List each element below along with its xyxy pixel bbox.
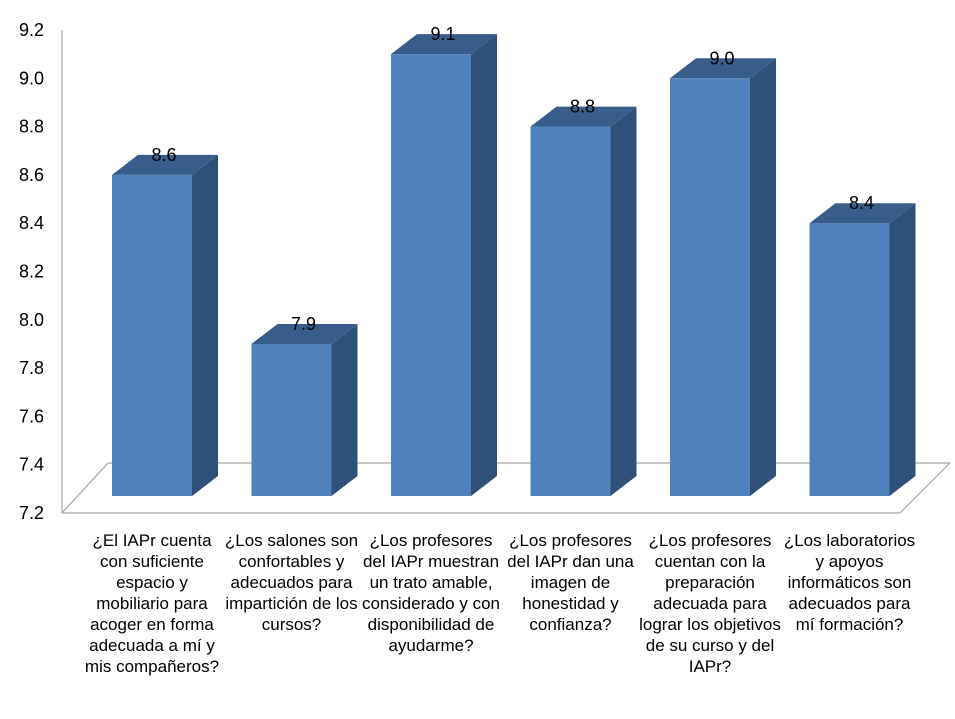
bar (112, 154, 218, 496)
x-tick-label: ¿Los profesores del IAPr dan una imagen … (507, 531, 634, 634)
bar-top (112, 154, 218, 175)
bar-side (331, 323, 358, 496)
bar-front (112, 174, 192, 496)
y-tick-label: 7.8 (19, 358, 44, 378)
bar (809, 203, 916, 496)
data-label: 8.6 (151, 145, 176, 165)
bar-side (610, 106, 637, 496)
y-tick-label: 8.0 (19, 310, 44, 330)
x-tick-label: ¿El IAPr cuenta con suficiente espacio y… (84, 531, 220, 676)
y-tick-label: 8.4 (19, 213, 44, 233)
data-label: 7.9 (291, 314, 316, 334)
x-tick-label: ¿Los laboratorios y apoyos informáticos … (783, 531, 916, 634)
bar-top (809, 203, 916, 224)
bar-front (809, 223, 890, 496)
bar-top (391, 34, 497, 55)
y-tick-label: 7.6 (19, 406, 44, 426)
bar-front (391, 54, 471, 497)
y-tick-label: 8.8 (19, 117, 44, 137)
bar (251, 323, 358, 496)
floor-right-edge (899, 462, 951, 514)
data-label: 8.4 (849, 193, 874, 213)
y-tick-label: 8.2 (19, 262, 44, 282)
bar-side (471, 34, 497, 497)
bar-side (192, 154, 218, 496)
bar (391, 34, 497, 497)
data-labels: 8.6 7.9 9.1 8.8 9.0 8.4 (151, 24, 874, 334)
bar-front (251, 343, 332, 496)
y-tick-label: 9.2 (19, 20, 44, 40)
data-label: 9.1 (430, 24, 455, 44)
bar-side (750, 58, 776, 497)
y-tick-label: 9.0 (19, 68, 44, 88)
bar (530, 106, 637, 496)
data-label: 9.0 (709, 48, 734, 68)
bar-top (670, 58, 776, 79)
bar-top (251, 323, 358, 344)
y-tick-label: 8.6 (19, 165, 44, 185)
bar-top (530, 106, 637, 127)
bars (112, 34, 916, 497)
bar (670, 58, 776, 497)
bar-front (530, 126, 611, 496)
data-label: 8.8 (570, 97, 595, 117)
y-tick-label: 7.4 (19, 455, 44, 475)
bar-side (889, 203, 916, 496)
x-tick-label: ¿Los salones son confortables y adecuado… (224, 531, 359, 634)
x-tick-label: ¿Los profesores cuentan con la preparaci… (639, 531, 781, 676)
y-tick-label: 7.2 (19, 503, 44, 523)
y-axis: 7.2 7.4 7.6 7.8 8.0 8.2 8.4 8.6 8.8 9.0 9.2 (19, 20, 44, 523)
x-tick-label: ¿Los profesores del IAPr muestran un tra… (362, 531, 500, 655)
floor-left-edge (61, 462, 109, 514)
bar-front (670, 78, 750, 497)
